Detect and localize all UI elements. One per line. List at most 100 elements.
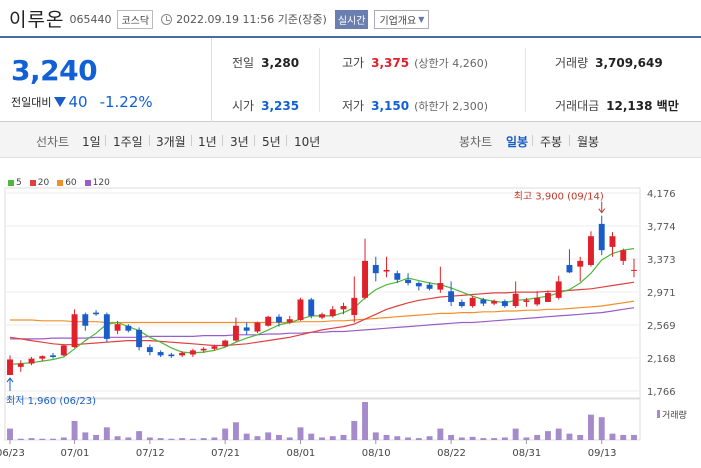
candle-body xyxy=(588,236,594,265)
candle-body xyxy=(179,352,186,356)
range-1d[interactable]: 1일 xyxy=(82,135,101,149)
line-chart-label: 선차트 xyxy=(36,135,70,149)
price-chart: 4,176 3,774 3,373 2,971 2,569 2,168 1,766 06/23… xyxy=(0,187,687,459)
candle-body xyxy=(146,347,153,353)
company-info-dropdown[interactable]: 기업개요 ▼ xyxy=(374,9,430,29)
x-tick-label: 08/10 xyxy=(362,448,391,459)
candle-body xyxy=(319,314,325,318)
y-tick-label: 2,569 xyxy=(647,321,676,332)
tab-daily[interactable]: 일봉 xyxy=(506,135,529,149)
volume-plot-frame xyxy=(4,397,641,441)
candle-body xyxy=(598,223,605,251)
change-amount: 40 xyxy=(68,93,88,111)
stat-volume: 거래량 3,709,649 xyxy=(555,56,663,70)
ma120-line xyxy=(10,307,635,340)
volume-bar xyxy=(286,437,293,440)
candle-body xyxy=(469,297,476,307)
candle-body xyxy=(243,327,250,331)
candle-body xyxy=(168,354,175,357)
ma5-line xyxy=(9,247,635,365)
candle-body xyxy=(103,314,110,339)
x-tick-label: 07/01 xyxy=(61,448,90,459)
range-3y[interactable]: 3년 xyxy=(230,135,249,149)
volume-bar xyxy=(308,433,315,440)
volume-bar xyxy=(71,421,78,440)
volume-bar xyxy=(7,428,13,440)
legend-ma60: 60 xyxy=(57,178,77,188)
candle-body xyxy=(448,291,455,302)
x-tick-label: 08/01 xyxy=(286,448,315,459)
candle-body xyxy=(383,269,390,272)
volume-bar xyxy=(458,437,465,440)
volume-bar xyxy=(372,432,379,440)
range-3m[interactable]: 3개월 xyxy=(156,135,186,149)
volume-bar xyxy=(136,431,143,440)
candle-body xyxy=(125,325,132,331)
volume-bar xyxy=(512,428,519,440)
candle-body xyxy=(512,293,519,307)
candle-body xyxy=(60,345,67,356)
change-row: 전일대비 40 -1.22% xyxy=(11,93,153,111)
range-1y[interactable]: 1년 xyxy=(198,135,217,149)
range-5y[interactable]: 5년 xyxy=(262,135,281,149)
stock-header: 이루온 065440 코스닥 2022.09.19 11:56 기준(장중) 실… xyxy=(0,0,701,36)
y-tick-label: 3,774 xyxy=(647,222,676,233)
volume-bar xyxy=(103,427,110,440)
volume-bar xyxy=(232,422,239,440)
volume-bar xyxy=(415,438,422,440)
volume-bar xyxy=(480,438,487,440)
volume-bar xyxy=(362,402,368,440)
volume-bar xyxy=(329,436,336,440)
candle-body xyxy=(534,297,541,305)
volume-bar xyxy=(222,428,229,440)
volume-legend-swatch xyxy=(657,410,660,418)
stat-open: 시가 3,235 xyxy=(232,99,300,113)
volume-bar xyxy=(437,428,444,440)
candle-body xyxy=(286,319,293,323)
volume-bar xyxy=(351,421,358,440)
divider xyxy=(532,135,533,146)
x-tick-label: 07/21 xyxy=(211,448,240,459)
market-badge: 코스닥 xyxy=(117,9,154,29)
range-1w[interactable]: 1주일 xyxy=(113,135,143,149)
candle-body xyxy=(523,300,530,302)
divider xyxy=(222,135,223,146)
volume-legend-label: 거래량 xyxy=(662,409,687,421)
volume-bar xyxy=(39,438,46,440)
volume-bar xyxy=(620,434,627,440)
chart-type-bar: 선차트 1일 1주일 3개월 1년 3년 5년 10년 봉차트 일봉 주봉 월봉 xyxy=(0,122,701,158)
candle-body xyxy=(566,264,573,273)
volume-bar xyxy=(383,434,390,440)
high-annotation: 최고 3,900 (09/14) xyxy=(514,191,604,203)
candle-body xyxy=(222,340,229,347)
volume-bar xyxy=(146,437,153,440)
candle-body xyxy=(50,355,56,357)
candle-body xyxy=(136,329,143,348)
volume-bar xyxy=(50,438,56,440)
volume-bar xyxy=(319,437,325,440)
legend-ma120: 120 xyxy=(84,178,110,188)
volume-bar xyxy=(426,436,433,440)
candle-body xyxy=(405,279,412,284)
divider xyxy=(569,135,570,146)
x-tick-label: 06/23 xyxy=(0,448,25,459)
candle-body xyxy=(265,316,272,326)
volume-bar xyxy=(394,436,401,440)
candle-body xyxy=(437,283,444,290)
low-annotation: 최저 1,960 (06/23) xyxy=(6,395,96,407)
realtime-button[interactable]: 실시간 xyxy=(334,9,369,29)
candle-body xyxy=(458,301,465,307)
tab-monthly[interactable]: 월봉 xyxy=(577,135,600,149)
x-tick-label: 09/13 xyxy=(588,448,617,459)
stat-prev-close: 전일 3,280 xyxy=(232,56,300,70)
candle-body xyxy=(308,299,315,316)
range-10y[interactable]: 10년 xyxy=(294,135,321,149)
tab-weekly[interactable]: 주봉 xyxy=(540,135,563,149)
candle-body xyxy=(415,283,422,287)
candle-body xyxy=(157,352,164,356)
y-tick-label: 3,373 xyxy=(647,255,676,266)
legend-ma20: 20 xyxy=(29,178,49,188)
candle-body xyxy=(480,299,487,304)
current-price: 3,240 xyxy=(11,54,98,87)
divider xyxy=(286,135,287,146)
